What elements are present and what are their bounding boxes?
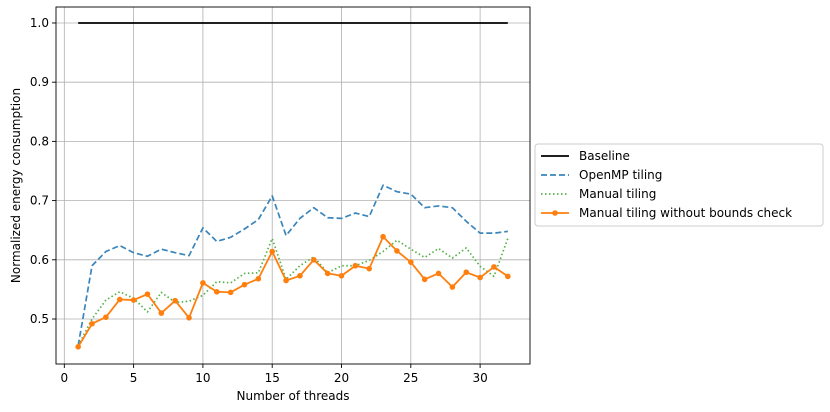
legend-label: Baseline: [579, 149, 630, 163]
grid-lines: [56, 7, 530, 364]
data-point: [421, 276, 428, 283]
series-3: [75, 233, 511, 350]
series-2: [77, 237, 509, 347]
legend-item: Manual tiling: [541, 187, 656, 201]
data-point: [75, 344, 81, 350]
data-point: [200, 280, 206, 286]
legend-label: Manual tiling: [579, 187, 656, 201]
data-point: [255, 275, 262, 282]
x-tick-label: 0: [60, 371, 68, 385]
legend-marker: [552, 210, 558, 216]
x-axis: 0 5 10 15 20 25 30: [60, 364, 488, 385]
series-1: [77, 184, 508, 346]
data-point: [269, 248, 276, 255]
data-point: [338, 272, 345, 279]
data-point: [130, 297, 137, 303]
data-point: [116, 296, 123, 303]
series-line: [77, 184, 508, 346]
x-tick-label: 15: [265, 371, 280, 385]
data-point: [477, 274, 483, 281]
legend-item: Baseline: [541, 149, 630, 163]
y-tick-label: 1.0: [30, 16, 49, 30]
y-tick-label: 0.8: [30, 134, 49, 148]
legend-frame: [534, 143, 824, 227]
data-point: [380, 233, 386, 240]
y-axis-label: Normalized energy consumption: [9, 88, 23, 283]
data-point: [227, 289, 234, 296]
y-tick-label: 0.6: [30, 253, 49, 267]
x-tick-label: 5: [130, 371, 138, 385]
y-tick-label: 0.7: [30, 194, 49, 208]
data-point: [103, 314, 109, 321]
y-tick-label: 0.5: [30, 312, 49, 326]
legend-label: OpenMP tiling: [579, 168, 662, 182]
data-point: [310, 257, 317, 263]
data-point: [283, 277, 289, 284]
data-point: [213, 288, 220, 295]
data-point: [463, 269, 470, 276]
x-axis-label: Number of threads: [237, 389, 350, 403]
y-tick-label: 0.9: [30, 75, 49, 89]
x-tick-label: 25: [403, 371, 418, 385]
x-tick-label: 10: [195, 371, 210, 385]
legend-item: Manual tiling without bounds check: [541, 206, 792, 220]
legend-label: Manual tiling without bounds check: [579, 206, 792, 220]
series-layer: [75, 22, 511, 350]
data-point: [491, 264, 497, 270]
x-tick-label: 20: [334, 371, 349, 385]
legend-item: OpenMP tiling: [541, 168, 662, 182]
data-point: [144, 291, 151, 297]
data-point: [352, 262, 359, 269]
data-point: [408, 259, 414, 265]
x-tick-label: 30: [472, 371, 487, 385]
data-point: [324, 270, 331, 277]
plot-area-frame: [55, 6, 531, 365]
data-point: [186, 315, 192, 321]
legend: Baseline OpenMP tiling Manual tiling Manual…: [534, 143, 824, 227]
data-point: [366, 265, 373, 272]
y-axis: 0.5 0.6 0.7 0.8 0.9 1.0: [30, 16, 56, 326]
data-point: [89, 320, 95, 327]
series-line: [77, 235, 509, 348]
data-point: [449, 284, 456, 290]
series-line: [77, 237, 509, 347]
data-point: [241, 281, 248, 288]
data-point: [435, 270, 442, 277]
data-point: [394, 248, 400, 254]
data-point: [172, 297, 178, 304]
data-point: [297, 272, 303, 279]
data-point: [505, 273, 511, 280]
data-point: [158, 310, 165, 316]
